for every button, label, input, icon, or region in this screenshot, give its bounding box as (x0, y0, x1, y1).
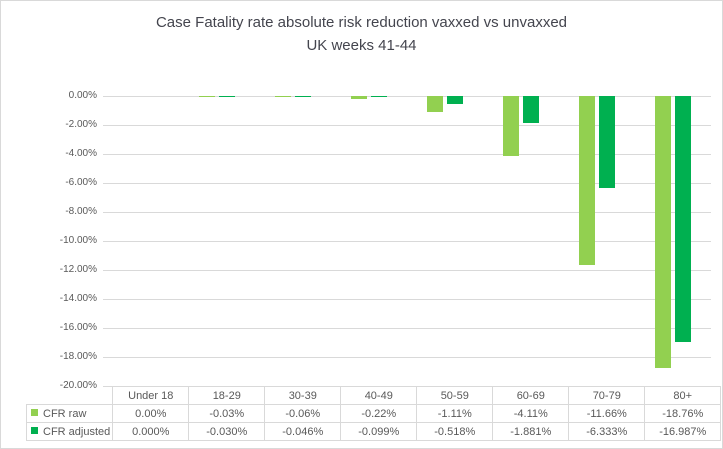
bar-cfr-adjusted-30-39 (295, 96, 311, 97)
table-value-cell-cfr-adjusted-under-18: 0.000% (112, 422, 190, 441)
table-header-cell-60-69: 60-69 (492, 386, 570, 405)
table-corner-cell (26, 386, 114, 405)
gridline (103, 357, 711, 358)
bar-cfr-raw-60-69 (503, 96, 519, 156)
table-row-cfr-raw: CFR raw 0.00% -0.03% -0.06% -0.22% -1.11% -4.1… (25, 404, 722, 423)
gridline (103, 299, 711, 300)
table-value-cell-cfr-raw-18-29: -0.03% (188, 404, 266, 423)
table-header-cell-30-39: 30-39 (264, 386, 342, 405)
y-axis-tick-label: -18.00% (59, 351, 97, 362)
y-axis-tick-label: 0.00% (68, 90, 97, 101)
chart-title: Case Fatality rate absolute risk reducti… (1, 11, 722, 57)
y-axis-tick-label: -10.00% (59, 235, 97, 246)
gridline (103, 183, 711, 184)
plot-area (103, 96, 711, 387)
bar-cfr-adjusted-50-59 (447, 96, 463, 104)
table-value-cell-cfr-raw-30-39: -0.06% (264, 404, 342, 423)
legend-label-cfr-raw: CFR raw (25, 404, 114, 423)
table-value-cell-cfr-raw-60-69: -4.11% (492, 404, 570, 423)
table-value-cell-cfr-adjusted-50-59: -0.518% (416, 422, 494, 441)
bar-cfr-raw-50-59 (427, 96, 443, 113)
bar-cfr-raw-40-49 (351, 96, 367, 100)
table-value-cell-cfr-adjusted-80plus: -16.987% (644, 422, 722, 441)
y-axis-tick-label: -4.00% (65, 148, 97, 159)
table-value-cell-cfr-adjusted-60-69: -1.881% (492, 422, 570, 441)
table-header-cell-under-18: Under 18 (112, 386, 190, 405)
bar-cfr-adjusted-60-69 (523, 96, 539, 124)
table-header-cell-40-49: 40-49 (340, 386, 418, 405)
y-axis-tick-label: -20.00% (59, 380, 97, 391)
table-value-cell-cfr-adjusted-70-79: -6.333% (568, 422, 646, 441)
table-value-cell-cfr-raw-under-18: 0.00% (112, 404, 190, 423)
gridline (103, 212, 711, 213)
y-axis-tick-label: -12.00% (59, 264, 97, 275)
bar-cfr-raw-30-39 (275, 96, 291, 97)
table-value-cell-cfr-raw-40-49: -0.22% (340, 404, 418, 423)
bar-cfr-adjusted-80plus (675, 96, 691, 343)
gridline (103, 154, 711, 155)
data-table: Under 18 18-29 30-39 40-49 50-59 60-69 70-79 80… (25, 386, 722, 441)
table-value-cell-cfr-raw-70-79: -11.66% (568, 404, 646, 423)
y-axis-tick-label: -16.00% (59, 322, 97, 333)
table-value-cell-cfr-adjusted-30-39: -0.046% (264, 422, 342, 441)
table-row-cfr-adjusted: CFR adjusted 0.000% -0.030% -0.046% -0.099% -… (25, 422, 722, 441)
legend-key-icon (31, 409, 38, 417)
y-axis-tick-label: -2.00% (65, 119, 97, 130)
table-header-cell-18-29: 18-29 (188, 386, 266, 405)
chart-title-line2: UK weeks 41-44 (306, 37, 417, 54)
bar-cfr-raw-70-79 (579, 96, 595, 266)
gridline (103, 241, 711, 242)
gridline (103, 96, 711, 97)
table-value-cell-cfr-raw-50-59: -1.11% (416, 404, 494, 423)
gridline (103, 328, 711, 329)
legend-key-icon (31, 427, 38, 435)
y-axis-tick-label: -14.00% (59, 293, 97, 304)
y-axis-tick-label: -8.00% (65, 206, 97, 217)
table-header-cell-80plus: 80+ (644, 386, 722, 405)
chart-title-line1: Case Fatality rate absolute risk reducti… (155, 14, 568, 31)
table-header-cell-70-79: 70-79 (568, 386, 646, 405)
bar-cfr-raw-80plus (655, 96, 671, 369)
table-value-cell-cfr-adjusted-18-29: -0.030% (188, 422, 266, 441)
bar-cfr-adjusted-70-79 (599, 96, 615, 188)
table-header-cell-50-59: 50-59 (416, 386, 494, 405)
legend-label-cfr-adjusted: CFR adjusted (25, 422, 114, 441)
table-header-row: Under 18 18-29 30-39 40-49 50-59 60-69 70-79 80… (26, 386, 722, 405)
y-axis-tick-label: -6.00% (65, 177, 97, 188)
bar-cfr-adjusted-40-49 (371, 96, 387, 98)
table-value-cell-cfr-raw-80plus: -18.76% (644, 404, 722, 423)
table-value-cell-cfr-adjusted-40-49: -0.099% (340, 422, 418, 441)
gridline (103, 270, 711, 271)
gridline (103, 125, 711, 126)
